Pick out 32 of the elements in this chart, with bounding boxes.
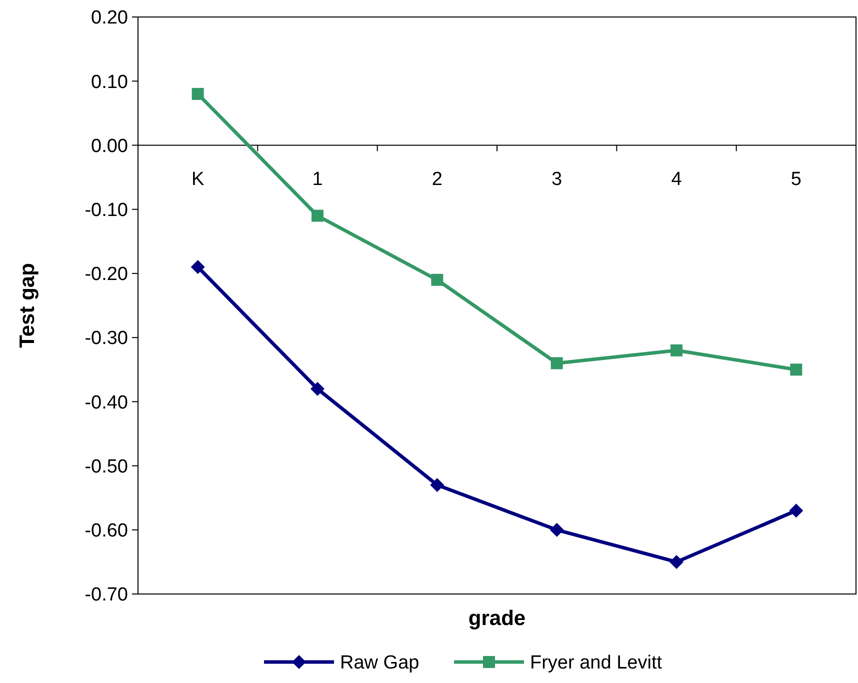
point: [312, 210, 324, 222]
y-axis-title: Test gap: [16, 263, 39, 348]
point: [550, 357, 563, 370]
x-tick-label: 2: [432, 169, 442, 190]
x-tick-label: 3: [552, 169, 562, 190]
point: [190, 260, 205, 274]
x-tick-label: 5: [790, 169, 802, 190]
y-tick-label: 0.20: [91, 8, 128, 29]
x-axis-title: grade: [468, 607, 526, 630]
point: [431, 274, 444, 286]
y-tick-label: -0.10: [84, 200, 128, 221]
y-tick-label: -0.50: [84, 456, 128, 478]
point: [670, 344, 682, 356]
point: [789, 504, 804, 518]
x-tick-label: K: [191, 169, 204, 190]
legend-label: Fryer and Levitt: [530, 652, 663, 674]
legend-label: Raw Gap: [340, 652, 420, 674]
y-tick-label: -0.60: [84, 520, 128, 542]
point: [550, 522, 564, 537]
y-tick-label: -0.30: [84, 328, 128, 350]
point: [670, 554, 684, 569]
point: [790, 364, 802, 376]
x-tick-label: 4: [671, 169, 682, 190]
y-tick-label: -0.20: [84, 264, 128, 286]
point: [192, 88, 204, 100]
y-tick-label: 0.10: [91, 72, 128, 93]
y-tick-label: -0.40: [84, 392, 128, 414]
point: [430, 478, 444, 492]
x-tick-label: 1: [312, 169, 323, 190]
point: [310, 382, 324, 396]
y-tick-label: 0.00: [91, 136, 128, 157]
y-tick-label: -0.70: [84, 584, 128, 606]
